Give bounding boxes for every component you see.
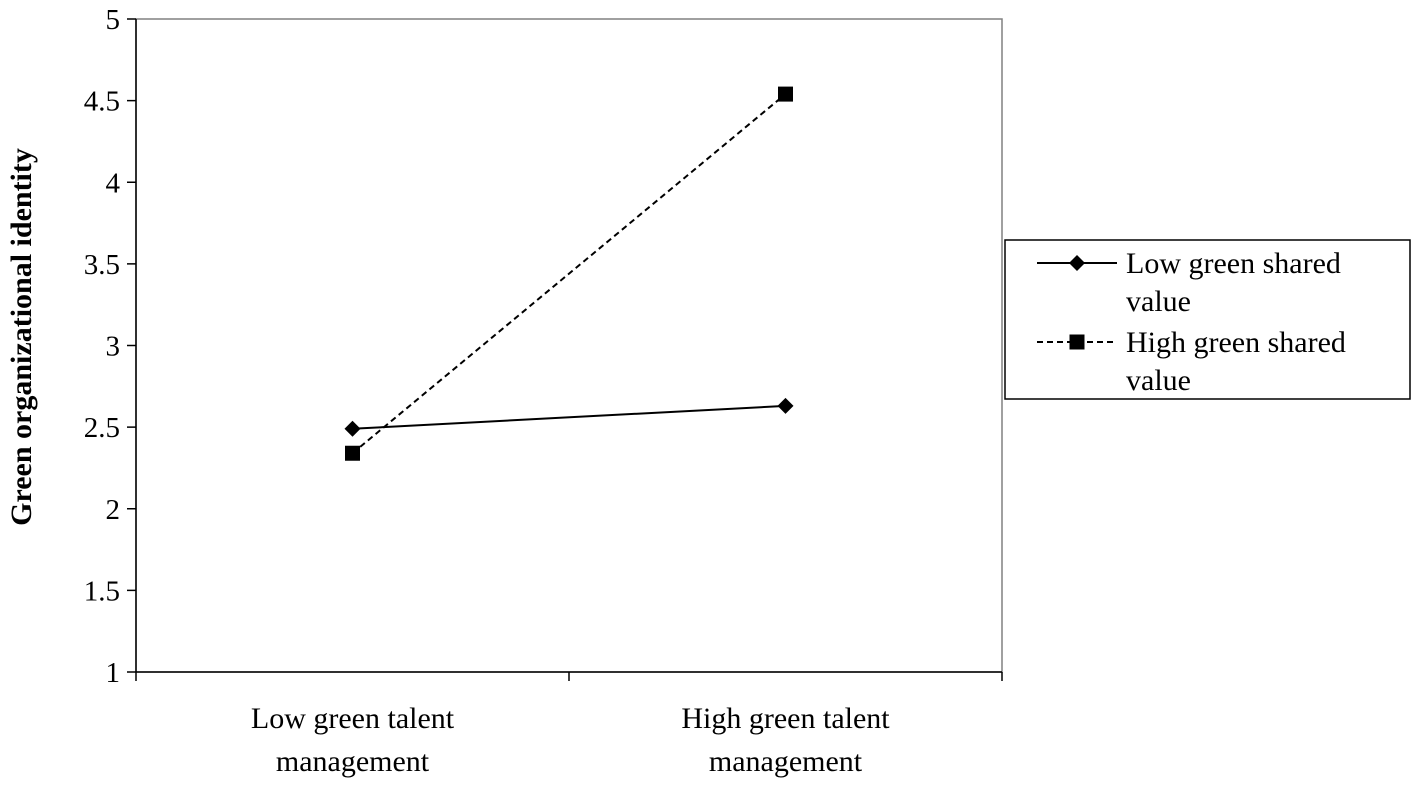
plot-area-frame <box>135 18 1003 673</box>
legend-item: Low green shared value <box>1037 247 1341 318</box>
y-tick-label: 2 <box>106 494 121 526</box>
y-tick-label: 4.5 <box>84 86 120 118</box>
x-category-label-line: management <box>276 745 430 778</box>
legend-label: Low green shared value <box>1126 247 1341 318</box>
square-marker <box>778 86 793 102</box>
y-tick-label: 3 <box>106 331 121 363</box>
y-axis-title: Green organizational identity <box>5 148 38 526</box>
legend-square-marker <box>1069 334 1085 350</box>
y-tick-label: 3.5 <box>84 249 120 281</box>
legend: Low green shared value High green shared va… <box>1004 239 1411 400</box>
y-tick-label: 2.5 <box>84 412 120 444</box>
diamond-marker <box>777 397 794 414</box>
legend-label: High green shared value <box>1126 326 1346 397</box>
series-2 <box>345 86 793 461</box>
legend-item: High green shared value <box>1037 326 1346 397</box>
series-layer <box>344 86 794 461</box>
diamond-marker <box>344 420 361 437</box>
y-axis-tick-labels: 1 1.5 2 2.5 3 3.5 4 4.5 5 <box>84 4 121 689</box>
series-1 <box>344 397 794 437</box>
square-marker <box>345 445 360 461</box>
x-category-label-line: High green talent <box>681 702 890 735</box>
x-category-label: Low green talent management <box>251 702 455 778</box>
x-category-label: High green talent management <box>681 702 890 778</box>
series-line <box>351 93 787 455</box>
x-axis-ticks <box>135 672 1003 681</box>
legend-label-line: Low green shared <box>1126 247 1341 280</box>
y-tick-label: 4 <box>106 167 121 199</box>
y-axis-ticks <box>127 18 136 673</box>
y-tick-label: 1 <box>106 657 121 689</box>
legend-label-line: High green shared <box>1126 326 1346 359</box>
x-category-label-line: Low green talent <box>251 702 455 735</box>
y-tick-label: 5 <box>106 4 121 36</box>
x-category-label-line: management <box>709 745 863 778</box>
legend-diamond-marker <box>1069 255 1085 271</box>
legend-label-line: value <box>1126 285 1191 318</box>
legend-label-line: value <box>1126 364 1191 397</box>
y-tick-label: 1.5 <box>84 575 120 607</box>
legend-box <box>1004 239 1411 400</box>
series-line <box>352 404 786 430</box>
